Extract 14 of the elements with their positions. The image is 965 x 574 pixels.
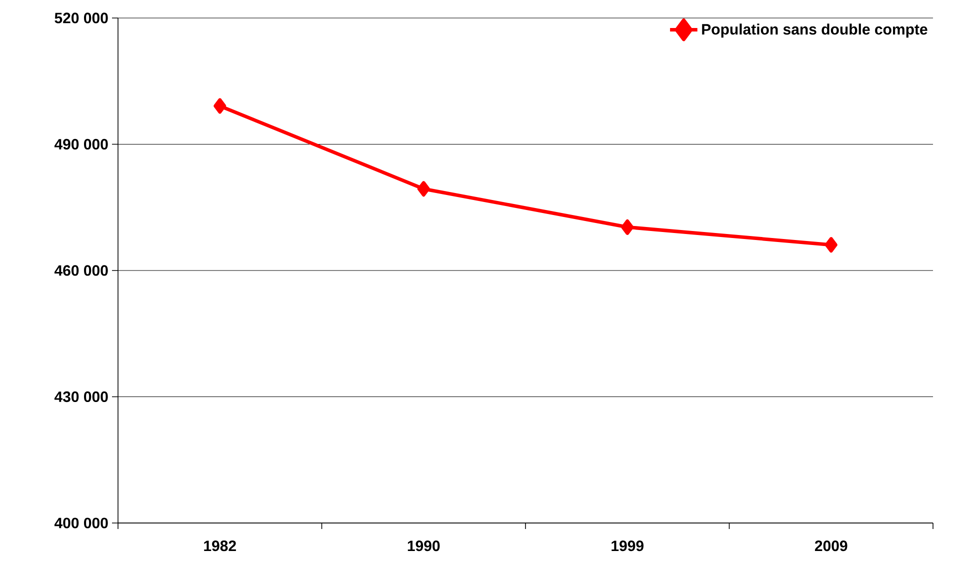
x-tick-label: 1999 <box>612 540 644 552</box>
legend-label: Population sans double compte <box>702 24 928 38</box>
x-tick-label: 1990 <box>408 540 440 552</box>
y-tick-label: 400 000 <box>54 518 108 528</box>
point <box>824 237 838 253</box>
y-tick-label: 430 000 <box>54 391 108 402</box>
y-tick-label: 460 000 <box>54 265 108 276</box>
y-tick-label: 490 000 <box>54 138 108 150</box>
point <box>417 181 430 197</box>
x-tick-label: 1982 <box>204 540 236 552</box>
point <box>621 219 634 235</box>
y-tick-label: 520 000 <box>54 12 108 24</box>
x-tick-label: 2009 <box>814 540 848 552</box>
point <box>214 98 226 114</box>
